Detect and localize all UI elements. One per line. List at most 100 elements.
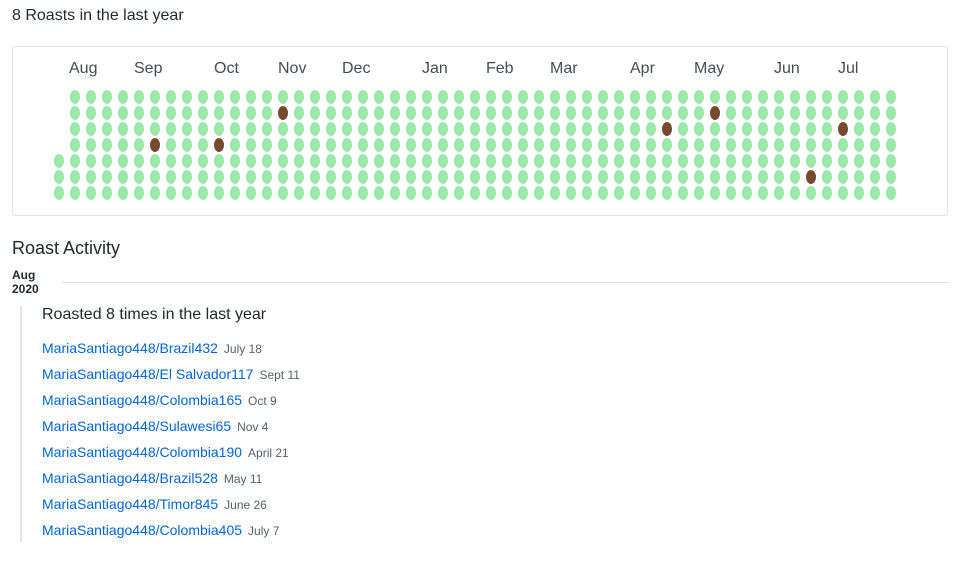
empty-day-bean[interactable] [70,170,80,184]
empty-day-bean[interactable] [630,186,640,200]
empty-day-bean[interactable] [390,122,400,136]
empty-day-bean[interactable] [166,154,176,168]
empty-day-bean[interactable] [854,186,864,200]
empty-day-bean[interactable] [662,90,672,104]
empty-day-bean[interactable] [102,138,112,152]
empty-day-bean[interactable] [262,170,272,184]
empty-day-bean[interactable] [886,170,896,184]
empty-day-bean[interactable] [742,186,752,200]
empty-day-bean[interactable] [246,122,256,136]
empty-day-bean[interactable] [102,122,112,136]
empty-day-bean[interactable] [726,170,736,184]
empty-day-bean[interactable] [518,90,528,104]
empty-day-bean[interactable] [582,186,592,200]
empty-day-bean[interactable] [758,90,768,104]
empty-day-bean[interactable] [70,122,80,136]
empty-day-bean[interactable] [678,122,688,136]
empty-day-bean[interactable] [70,186,80,200]
empty-day-bean[interactable] [678,90,688,104]
empty-day-bean[interactable] [838,138,848,152]
empty-day-bean[interactable] [102,186,112,200]
empty-day-bean[interactable] [646,122,656,136]
empty-day-bean[interactable] [150,106,160,120]
empty-day-bean[interactable] [630,138,640,152]
empty-day-bean[interactable] [374,90,384,104]
empty-day-bean[interactable] [342,186,352,200]
empty-day-bean[interactable] [678,138,688,152]
empty-day-bean[interactable] [166,106,176,120]
empty-day-bean[interactable] [150,170,160,184]
empty-day-bean[interactable] [422,154,432,168]
empty-day-bean[interactable] [150,186,160,200]
empty-day-bean[interactable] [102,106,112,120]
empty-day-bean[interactable] [614,90,624,104]
empty-day-bean[interactable] [502,90,512,104]
empty-day-bean[interactable] [774,186,784,200]
empty-day-bean[interactable] [278,186,288,200]
empty-day-bean[interactable] [374,170,384,184]
empty-day-bean[interactable] [550,186,560,200]
empty-day-bean[interactable] [870,154,880,168]
empty-day-bean[interactable] [726,186,736,200]
empty-day-bean[interactable] [390,154,400,168]
empty-day-bean[interactable] [534,122,544,136]
empty-day-bean[interactable] [134,106,144,120]
roast-link[interactable]: MariaSantiago448/Sulawesi65 [42,418,232,434]
empty-day-bean[interactable] [886,138,896,152]
empty-day-bean[interactable] [294,106,304,120]
empty-day-bean[interactable] [790,90,800,104]
empty-day-bean[interactable] [86,90,96,104]
empty-day-bean[interactable] [582,170,592,184]
empty-day-bean[interactable] [646,90,656,104]
empty-day-bean[interactable] [694,138,704,152]
empty-day-bean[interactable] [118,106,128,120]
empty-day-bean[interactable] [470,90,480,104]
empty-day-bean[interactable] [374,106,384,120]
empty-day-bean[interactable] [182,170,192,184]
empty-day-bean[interactable] [742,106,752,120]
empty-day-bean[interactable] [486,170,496,184]
empty-day-bean[interactable] [342,170,352,184]
empty-day-bean[interactable] [822,170,832,184]
empty-day-bean[interactable] [566,106,576,120]
empty-day-bean[interactable] [646,170,656,184]
empty-day-bean[interactable] [294,90,304,104]
empty-day-bean[interactable] [262,186,272,200]
empty-day-bean[interactable] [182,138,192,152]
empty-day-bean[interactable] [342,90,352,104]
empty-day-bean[interactable] [534,106,544,120]
empty-day-bean[interactable] [342,154,352,168]
empty-day-bean[interactable] [230,170,240,184]
empty-day-bean[interactable] [598,90,608,104]
roast-day-bean[interactable] [278,106,288,120]
empty-day-bean[interactable] [134,122,144,136]
empty-day-bean[interactable] [870,186,880,200]
empty-day-bean[interactable] [358,154,368,168]
empty-day-bean[interactable] [166,122,176,136]
empty-day-bean[interactable] [358,186,368,200]
empty-day-bean[interactable] [806,106,816,120]
empty-day-bean[interactable] [742,170,752,184]
empty-day-bean[interactable] [390,138,400,152]
empty-day-bean[interactable] [582,90,592,104]
empty-day-bean[interactable] [326,122,336,136]
empty-day-bean[interactable] [582,154,592,168]
empty-day-bean[interactable] [246,186,256,200]
empty-day-bean[interactable] [310,138,320,152]
empty-day-bean[interactable] [470,154,480,168]
empty-day-bean[interactable] [726,138,736,152]
empty-day-bean[interactable] [726,154,736,168]
empty-day-bean[interactable] [310,90,320,104]
empty-day-bean[interactable] [694,90,704,104]
empty-day-bean[interactable] [758,138,768,152]
empty-day-bean[interactable] [758,186,768,200]
empty-day-bean[interactable] [694,170,704,184]
empty-day-bean[interactable] [598,138,608,152]
empty-day-bean[interactable] [262,138,272,152]
empty-day-bean[interactable] [422,122,432,136]
empty-day-bean[interactable] [86,106,96,120]
empty-day-bean[interactable] [406,138,416,152]
empty-day-bean[interactable] [518,186,528,200]
empty-day-bean[interactable] [710,186,720,200]
empty-day-bean[interactable] [118,138,128,152]
